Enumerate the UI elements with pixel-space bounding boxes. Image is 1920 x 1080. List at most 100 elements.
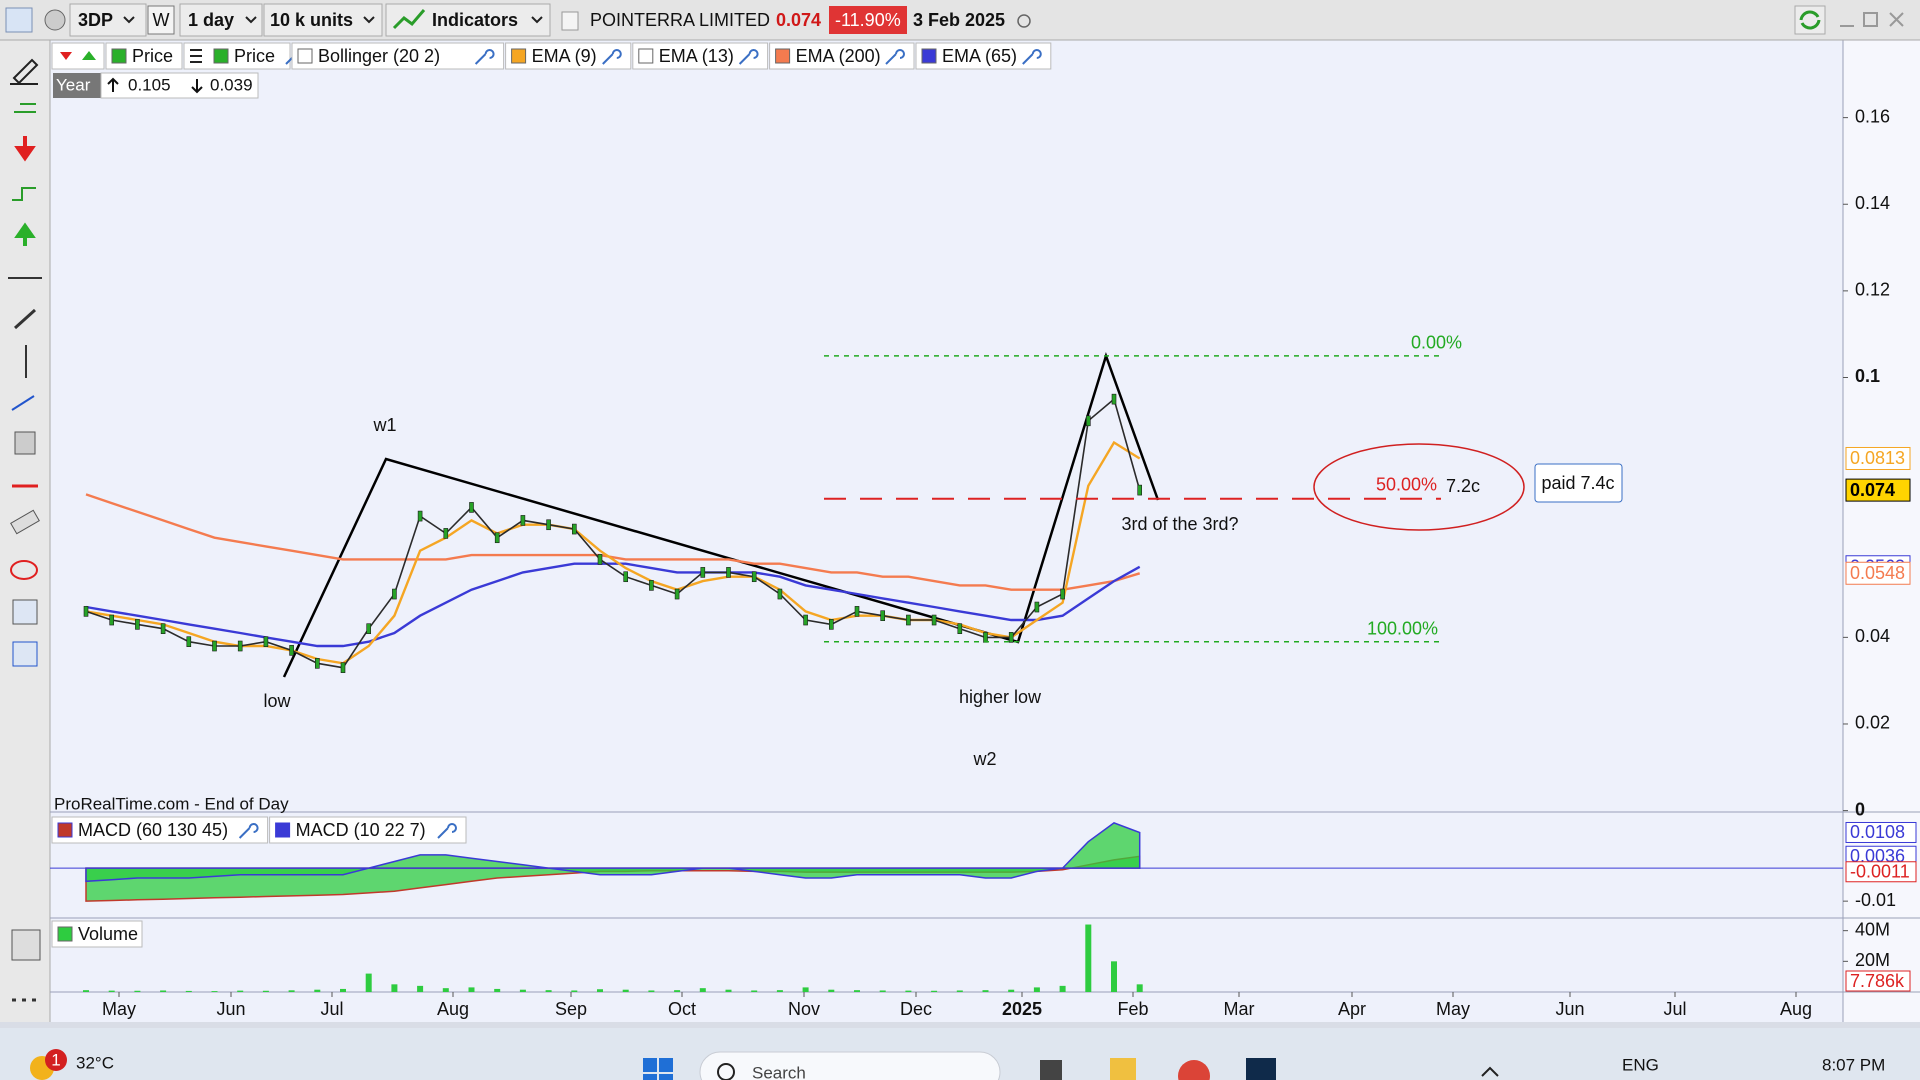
volume-bar [288,990,295,992]
app-icon[interactable] [1040,1060,1062,1080]
settings-icon[interactable] [238,823,259,839]
sell-arrow[interactable] [14,136,36,162]
legend-swatch[interactable] [511,48,527,64]
search-placeholder: Search [752,1063,806,1080]
settings-icon[interactable] [602,49,622,65]
text-tool[interactable] [12,599,38,625]
legend-label: EMA (65) [942,46,1017,66]
alert-tool[interactable] [11,929,41,961]
x-tick-label: Oct [668,999,696,1019]
refresh-button[interactable] [1794,5,1826,35]
legend-swatch[interactable] [275,822,291,838]
ema-line [85,562,1141,648]
symbol-dropdown[interactable] [69,3,147,37]
legend-swatch[interactable] [57,822,73,838]
last-price: 0.074 [776,10,821,30]
legend-label: Price [234,46,275,66]
x-tick-label: Jun [216,999,245,1019]
price-bar [906,614,911,626]
volume-bar [494,988,501,992]
legend-swatch[interactable] [213,48,229,64]
indicators-button[interactable] [385,3,551,37]
annotation: 7.2c [1446,476,1480,496]
price-bar [237,640,243,652]
top-toolbar: 3DP W 1 day 10 k units Indicators POINTE… [0,0,1920,41]
settings-icon[interactable] [474,49,495,65]
price-bar [366,623,372,634]
settings-icon[interactable] [885,49,905,65]
fib-fan-tool[interactable] [12,187,36,201]
settings-icon[interactable] [738,49,759,65]
status-dot [1017,14,1031,28]
legend-swatch[interactable] [775,48,791,64]
x-tick-label: Dec [900,999,932,1019]
legend-item-bg [269,816,467,844]
start-button[interactable] [643,1058,673,1080]
volume-bar [1111,961,1117,992]
y-tick-label: 0 [1855,799,1865,819]
segment-tool[interactable] [13,308,37,330]
buy-arrow[interactable] [14,222,36,246]
period-low: 0.039 [210,75,253,94]
legend-swatch[interactable] [921,48,937,64]
price-bar [983,632,988,643]
price-bar [880,610,886,622]
chrome-icon[interactable] [1178,1060,1210,1080]
info-icon[interactable] [561,11,579,31]
fib-tool[interactable] [14,103,36,113]
clock: 8:07 PM [1822,1055,1885,1074]
search-box[interactable] [699,1051,1001,1080]
volume-bar [776,990,783,992]
legend-label: Price [132,46,173,66]
volume-bar [262,990,269,992]
volume-tag: 7.786k [1850,971,1905,991]
price-tag-bg [1845,478,1911,502]
chart-icon[interactable] [5,7,33,33]
volume-bar [1033,987,1040,992]
y-tick-label: 40M [1855,919,1890,939]
units-dropdown[interactable] [263,3,383,37]
trash-tool[interactable] [14,431,36,455]
legend-label: Bollinger (20 2) [318,46,440,66]
maximize[interactable] [1863,12,1878,27]
source-note: ProRealTime.com - End of Day [54,794,289,813]
volume-bar [1085,924,1092,992]
price-bar [1060,588,1065,600]
ema-line [85,440,1141,665]
caret [363,16,375,24]
legend-checkbox[interactable] [638,48,654,64]
price-bar [597,554,603,565]
fit-tool[interactable] [11,395,35,411]
fib-label: 0.00% [1411,333,1462,353]
annotation: higher low [959,687,1042,707]
period-values-bg [100,72,259,99]
legend-label: Volume [78,924,138,944]
nav-buttons[interactable] [51,42,105,70]
price-bar [160,623,166,634]
volume-bar [982,990,989,992]
legend-checkbox[interactable] [297,48,313,64]
tool-panel [0,40,50,1022]
text-tool-2[interactable] [12,641,38,667]
ruler-tool[interactable] [10,509,40,535]
x-tick-label: Sep [555,999,587,1019]
ellipse-tool[interactable] [10,560,38,580]
volume-bar [108,990,115,992]
price-bar [803,614,808,626]
app-icon[interactable] [1110,1058,1136,1080]
legend-swatch[interactable] [57,926,73,942]
symbol: 3DP [78,10,113,30]
w-button[interactable] [147,5,175,35]
tray-caret[interactable] [1481,1066,1499,1077]
pencil-tool[interactable] [10,58,39,85]
settings-icon[interactable] [1022,49,1042,65]
close[interactable] [1889,12,1904,27]
settings-icon[interactable] [437,823,457,839]
app-icon[interactable] [1246,1058,1276,1080]
x-tick-label: Jul [320,999,343,1019]
link-icon[interactable] [44,9,66,31]
annotation: w1 [372,415,396,435]
search-icon [717,1063,735,1080]
legend-swatch[interactable] [111,48,127,64]
